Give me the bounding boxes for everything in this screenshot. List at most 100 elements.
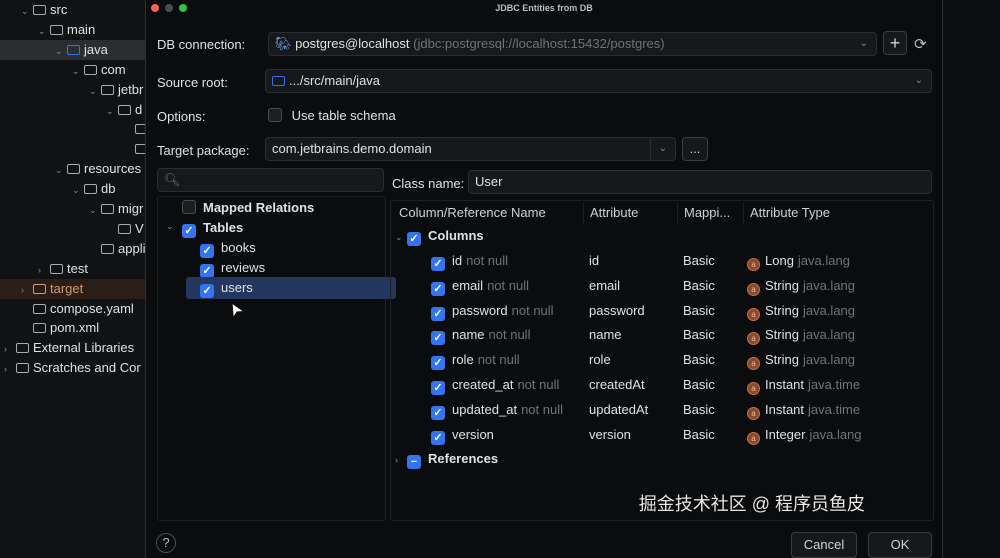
minimize-window-button[interactable] bbox=[165, 4, 173, 12]
attribute-type[interactable]: a Long java.lang bbox=[747, 250, 850, 272]
class-name-value: User bbox=[475, 174, 503, 189]
column-row[interactable]: ✓ updated_at not null bbox=[431, 399, 563, 421]
project-tree-item[interactable]: › test bbox=[0, 259, 145, 279]
mapping-value[interactable]: Basic bbox=[683, 401, 715, 417]
attribute-value[interactable]: updatedAt bbox=[589, 401, 649, 417]
table-search-input[interactable]: 🔍︎ bbox=[157, 168, 384, 192]
checkbox-checked[interactable]: ✓ bbox=[431, 306, 445, 321]
checkbox-checked[interactable]: ✓ bbox=[200, 284, 214, 298]
folder-icon bbox=[118, 223, 131, 234]
attribute-value[interactable]: role bbox=[589, 352, 611, 368]
attribute-type[interactable]: a String java.lang bbox=[747, 275, 855, 297]
project-tree-item[interactable]: ⌄ src bbox=[0, 0, 145, 20]
attribute-value[interactable]: id bbox=[589, 253, 600, 268]
attribute-type[interactable]: a Instant java.time bbox=[747, 399, 860, 421]
column-header[interactable]: Attribute bbox=[583, 202, 638, 224]
project-tree-item[interactable] bbox=[0, 139, 145, 159]
column-row[interactable]: ✓ role not null bbox=[431, 349, 520, 371]
checkbox-checked[interactable]: ✓ bbox=[200, 244, 214, 258]
mapping-value[interactable]: Basic bbox=[683, 253, 715, 268]
project-tree-item[interactable]: pom.xml bbox=[0, 318, 145, 338]
checkbox-checked[interactable]: ✓ bbox=[431, 430, 445, 445]
chevron-down-icon[interactable]: ⌄ bbox=[166, 221, 174, 231]
project-tree-item[interactable]: ⌄ com bbox=[0, 60, 145, 80]
attribute-value[interactable]: version bbox=[589, 426, 631, 442]
checkbox-checked[interactable]: ✓ bbox=[431, 356, 445, 371]
column-row[interactable]: ✓ version bbox=[431, 424, 498, 446]
attribute-type[interactable]: a Instant java.time bbox=[747, 374, 860, 396]
mapping-value[interactable]: Basic bbox=[683, 352, 715, 368]
references-group[interactable]: › − References bbox=[395, 448, 498, 470]
attribute-type[interactable]: a String java.lang bbox=[747, 324, 855, 346]
cancel-button[interactable]: Cancel bbox=[791, 532, 857, 558]
attribute-type[interactable]: a String java.lang bbox=[747, 349, 855, 371]
column-header[interactable]: Mappi... bbox=[677, 202, 730, 224]
use-table-schema-checkbox[interactable]: Use table schema bbox=[268, 108, 396, 123]
close-window-button[interactable] bbox=[151, 4, 159, 12]
checkbox-checked[interactable]: ✓ bbox=[431, 331, 445, 346]
attribute-type[interactable]: a Integer java.lang bbox=[747, 424, 862, 446]
project-tree-item[interactable]: ⌄ resources bbox=[0, 159, 145, 179]
checkbox-checked[interactable]: ✓ bbox=[407, 232, 421, 246]
chevron-down-icon[interactable]: ⌄ bbox=[395, 232, 403, 242]
db-connection-select[interactable]: 🐘︎ postgres@localhost (jdbc:postgresql:/… bbox=[268, 32, 877, 56]
columns-group[interactable]: ⌄ ✓ Columns bbox=[395, 225, 484, 247]
checkbox-checked[interactable]: ✓ bbox=[431, 381, 445, 395]
checkbox-checked[interactable]: ✓ bbox=[431, 257, 445, 271]
project-tree-item[interactable]: ⌄ d bbox=[0, 100, 145, 120]
attribute-value[interactable]: email bbox=[589, 277, 621, 293]
checkbox-checked[interactable]: ✓ bbox=[431, 405, 445, 420]
project-tree-item[interactable]: V bbox=[0, 219, 145, 239]
attribute-value[interactable]: name bbox=[589, 327, 622, 343]
project-tree-item[interactable]: compose.yaml bbox=[0, 299, 145, 319]
attribute-value[interactable]: createdAt bbox=[589, 377, 645, 392]
column-row[interactable]: ✓ created_at not null bbox=[431, 374, 559, 396]
project-tree-item[interactable]: › Scratches and Cor bbox=[0, 358, 145, 378]
checkbox-checked[interactable]: ✓ bbox=[431, 281, 445, 296]
project-tree-item[interactable]: › External Libraries bbox=[0, 338, 145, 358]
mapping-value[interactable]: Basic bbox=[683, 327, 715, 343]
project-tree-item[interactable]: applica bbox=[0, 239, 145, 259]
table-item-reviews[interactable]: ✓ reviews bbox=[200, 257, 265, 279]
chevron-right-icon[interactable]: › bbox=[395, 455, 398, 465]
column-row[interactable]: ✓ email not null bbox=[431, 275, 529, 297]
checkbox-checked[interactable]: ✓ bbox=[182, 224, 196, 238]
mapping-value[interactable]: Basic bbox=[683, 377, 715, 392]
class-name-input[interactable]: User bbox=[468, 170, 932, 194]
browse-package-button[interactable]: ... bbox=[682, 137, 708, 161]
add-connection-button[interactable]: + bbox=[883, 31, 907, 55]
column-name: updated_at bbox=[452, 401, 518, 417]
help-button[interactable]: ? bbox=[156, 533, 176, 553]
zoom-window-button[interactable] bbox=[179, 4, 187, 12]
attribute-type[interactable]: a String java.lang bbox=[747, 300, 855, 322]
tables-group[interactable]: ✓ Tables bbox=[182, 217, 243, 239]
project-tree-item[interactable] bbox=[0, 119, 145, 139]
checkbox-unchecked[interactable] bbox=[182, 200, 196, 214]
column-row[interactable]: ✓ id not null bbox=[431, 250, 508, 272]
column-header[interactable]: Column/Reference Name bbox=[399, 205, 546, 220]
project-tree-item[interactable]: ⌄ jetbr bbox=[0, 80, 145, 100]
project-tree-item[interactable]: ⌄ main bbox=[0, 20, 145, 40]
mapped-relations-item[interactable]: Mapped Relations bbox=[182, 197, 314, 219]
column-row[interactable]: ✓ name not null bbox=[431, 324, 530, 346]
mapping-value[interactable]: Basic bbox=[683, 302, 715, 318]
checkbox-partial[interactable]: − bbox=[407, 455, 421, 469]
column-header[interactable]: Attribute Type bbox=[743, 202, 830, 224]
mapping-value[interactable]: Basic bbox=[683, 277, 715, 293]
source-root-select[interactable]: .../src/main/java ⌄ bbox=[265, 69, 932, 93]
project-tree-item[interactable]: ⌄ java bbox=[0, 39, 145, 60]
project-tree-item[interactable]: ⌄ migr bbox=[0, 199, 145, 219]
mapping-value[interactable]: Basic bbox=[683, 426, 715, 442]
ok-button[interactable]: OK bbox=[868, 532, 932, 558]
project-tree-item[interactable]: › target bbox=[0, 278, 145, 299]
table-item-books[interactable]: ✓ books bbox=[200, 237, 256, 259]
refresh-icon[interactable]: ⟳ bbox=[914, 36, 927, 53]
column-row[interactable]: ✓ password not null bbox=[431, 300, 554, 322]
target-package-input[interactable]: com.jetbrains.demo.domain ⌄ bbox=[265, 137, 676, 161]
class-type-icon: a bbox=[747, 307, 760, 321]
project-tree-item[interactable]: ⌄ db bbox=[0, 179, 145, 199]
checkbox-checked[interactable]: ✓ bbox=[200, 264, 214, 278]
chevron-down-icon: ⌄ bbox=[649, 138, 667, 160]
table-item-users[interactable]: ✓ users bbox=[186, 277, 396, 299]
attribute-value[interactable]: password bbox=[589, 302, 645, 318]
